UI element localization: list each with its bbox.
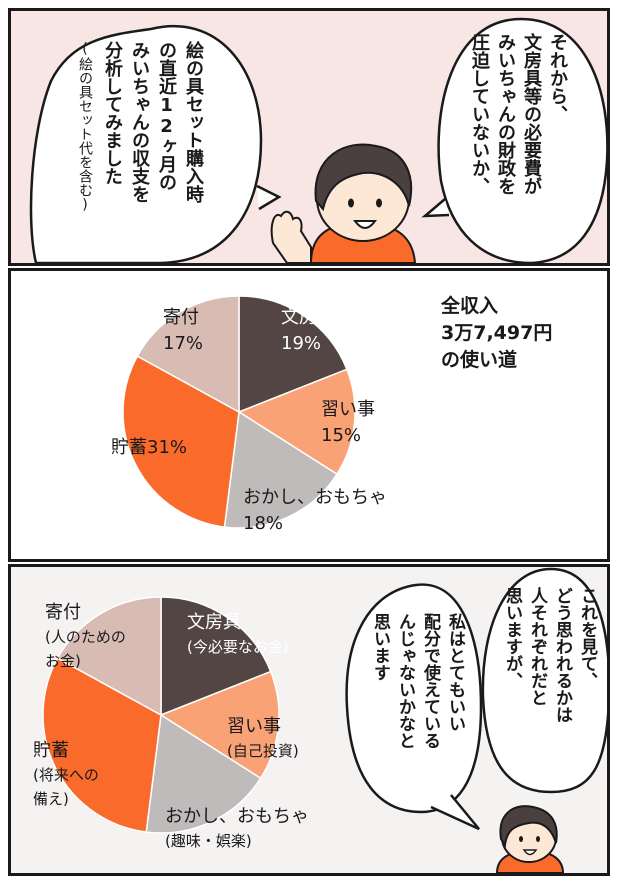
speech-bubble-right-2	[481, 567, 607, 794]
panel-3-art	[345, 567, 607, 873]
bubble-left-line-2: の直近12ヶ月の	[156, 41, 177, 191]
label-stationery-pct: 19%	[281, 333, 322, 354]
bubble-middle-line-3: んじゃないかなと	[395, 613, 415, 749]
pie-chart-1	[122, 295, 356, 529]
bubble-right-line-2: 文房具等の必要費が	[521, 33, 542, 195]
label3-lessons-name: 習い事	[227, 716, 281, 737]
label-donation-pct: 17%	[163, 333, 204, 354]
label3-savings-note-2: 備え)	[33, 790, 69, 808]
pie1-slice-stationery	[238, 295, 348, 414]
label-donation: 寄付 17%	[163, 305, 203, 357]
label-donation-name: 寄付	[163, 307, 199, 328]
bubble-middle-line-2: 配分で使えている	[420, 613, 440, 749]
label-stationery: 文房具 19%	[281, 305, 335, 357]
panel-1: 絵の具セット購入時 の直近12ヶ月の みいちゃんの収支を 分析してみました (絵…	[8, 8, 610, 266]
bubble-left-line-3: みいちゃんの収支を	[129, 41, 150, 203]
bubble-right-2-line-3: 人それぞれだと	[527, 587, 547, 706]
bubble-tail-middle	[430, 794, 480, 831]
bubble-middle-line-1: 私はとてもいい	[445, 613, 465, 732]
speech-bubble-middle	[345, 583, 483, 814]
child-character	[270, 143, 417, 263]
waving-hand-icon	[270, 210, 312, 263]
label3-donation-note-1: (人のための	[45, 628, 126, 646]
pie1-slice-savings	[122, 355, 240, 528]
label-lessons-pct: 15%	[321, 425, 362, 446]
bubble-right-2-line-4: 思いますが、	[502, 587, 522, 689]
bubble-middle-text: 私はとてもいい 配分で使えている んじゃないかなと 思います	[367, 613, 467, 803]
pie2-slice-donation	[56, 596, 162, 717]
bubble-right-line-4: 圧迫していないか、	[469, 33, 490, 195]
chart-title-line-2: 3万7,497円	[441, 322, 553, 344]
pie2-slice-snacks	[145, 713, 262, 834]
label3-stationery-note: (今必要なお金)	[187, 638, 289, 656]
pie2-slice-lessons	[159, 670, 280, 780]
label3-savings: 貯蓄 (将来への 備え)	[33, 739, 99, 811]
label3-savings-note-1: (将来への	[33, 766, 99, 784]
bubble-right-line-3: みいちゃんの財政を	[495, 33, 516, 195]
label3-lessons-note: (自己投資)	[227, 742, 299, 760]
label3-snacks: おかし、おもちゃ (趣味・娯楽)	[165, 805, 309, 853]
bubble-left-line-4: 分析してみました	[102, 41, 123, 185]
label-lessons-name: 習い事	[321, 399, 375, 420]
pie-chart-2	[42, 596, 280, 834]
bubble-right-text: それから、 文房具等の必要費が みいちゃんの財政を 圧迫していないか、	[466, 33, 570, 253]
panel-3: 文房具 (今必要なお金) 習い事 (自己投資) おかし、おもちゃ (趣味・娯楽)…	[8, 564, 610, 876]
bubble-right-line-1: それから、	[547, 33, 568, 123]
chart-title-line-1: 全収入	[441, 295, 499, 317]
pie1-slice-donation	[136, 295, 240, 414]
child-hair	[314, 143, 413, 212]
label3-stationery: 文房具 (今必要なお金)	[187, 611, 289, 659]
label3-donation-name: 寄付	[45, 602, 81, 623]
bubble-left-text: 絵の具セット購入時 の直近12ヶ月の みいちゃんの収支を 分析してみました (絵…	[71, 41, 207, 261]
label3-stationery-name: 文房具	[187, 612, 241, 633]
speech-bubble-right	[437, 17, 607, 263]
bubble-tail-left	[256, 184, 282, 211]
child-character-small	[495, 805, 565, 873]
pie2-slice-stationery	[160, 596, 272, 717]
label-savings: 貯蓄31%	[111, 433, 187, 459]
label3-savings-name: 貯蓄	[33, 740, 69, 761]
label3-lessons: 習い事 (自己投資)	[227, 715, 299, 763]
panel-1-art	[29, 17, 607, 263]
bubble-right-2-text: これを見て、 どう思われるかは 人それぞれだと 思いますが、	[499, 587, 599, 787]
chart-title: 全収入 3万7,497円 の使い道	[441, 293, 552, 374]
bubble-right-2-line-2: どう思われるかは	[552, 587, 572, 723]
pie2-slice-savings	[42, 657, 162, 833]
label-snacks-name: おかし、おもちゃ	[243, 487, 387, 508]
label3-snacks-name: おかし、おもちゃ	[165, 806, 309, 827]
bubble-tail-right	[421, 198, 450, 218]
label-stationery-name: 文房具	[281, 307, 335, 328]
pie1-slice-lessons	[237, 368, 356, 476]
bubble-middle-line-4: 思います	[370, 613, 390, 681]
label-snacks: おかし、おもちゃ 18%	[243, 485, 387, 537]
bubble-left-note: (絵の具セット代を含む)	[77, 41, 93, 213]
label3-snacks-note: (趣味・娯楽)	[165, 832, 252, 850]
panel-2-chart: 全収入 3万7,497円 の使い道 文房具 19% 習い事 15% おかし、おも…	[8, 268, 610, 562]
label3-donation: 寄付 (人のための お金)	[45, 601, 126, 673]
label3-donation-note-2: お金)	[45, 652, 81, 670]
bubble-left-line-1: 絵の具セット購入時	[183, 41, 204, 203]
bubble-right-2-line-1: これを見て、	[577, 587, 597, 689]
label-snacks-pct: 18%	[243, 513, 284, 534]
pie1-slice-snacks	[223, 410, 338, 529]
chart-title-line-3: の使い道	[441, 349, 518, 371]
label-lessons: 習い事 15%	[321, 397, 375, 449]
speech-bubble-left	[29, 24, 263, 263]
label-savings-name: 貯蓄31%	[111, 437, 188, 458]
